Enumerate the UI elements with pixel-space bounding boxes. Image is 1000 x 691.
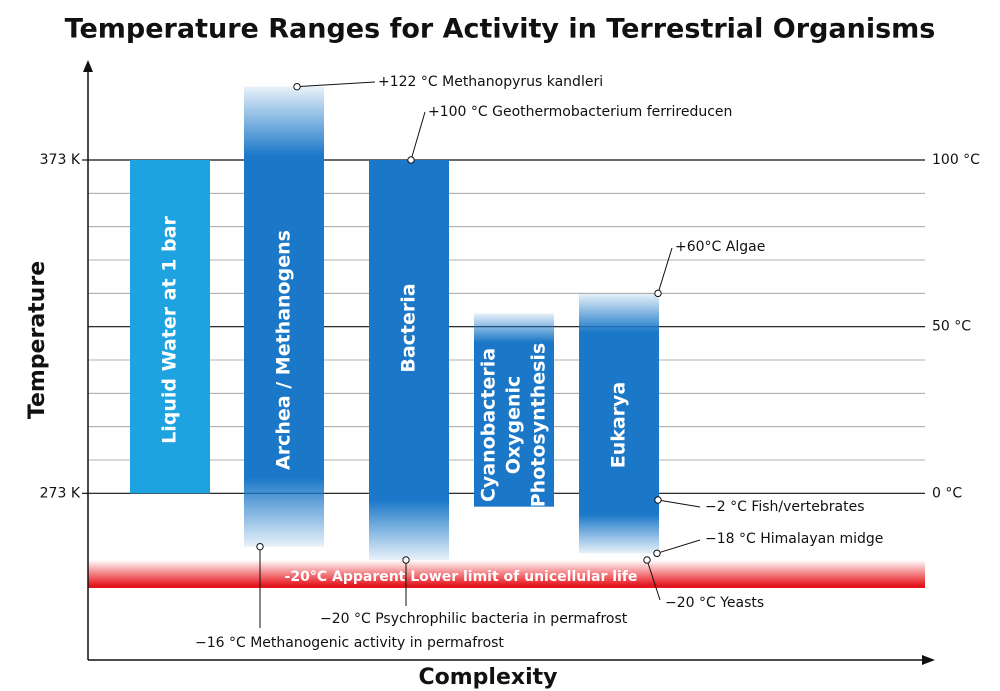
bar-label: Oxygenic	[503, 376, 525, 475]
y-axis-arrow	[83, 60, 93, 72]
bar-label: Liquid Water at 1 bar	[159, 216, 181, 444]
x-axis-arrow	[922, 655, 935, 665]
bar-label: Archea / Methanogens	[273, 230, 295, 470]
annotation: +60°C Algae	[675, 239, 765, 255]
annotation-dot	[407, 156, 415, 164]
leader-line	[410, 111, 426, 161]
annotation-dot	[654, 496, 662, 504]
annotation-dot	[402, 556, 410, 564]
bar-label: Photosynthesis	[528, 343, 550, 508]
bar-label: Bacteria	[398, 283, 420, 372]
annotation-dot	[654, 289, 662, 298]
range-bar	[369, 160, 449, 560]
annotation: −16 °C Methanogenic activity in permafro…	[195, 635, 504, 651]
y-tick-label: 0 °C	[932, 485, 962, 501]
annotation-dot	[653, 549, 661, 558]
x-axis-label: Complexity	[419, 665, 558, 690]
annotation: −2 °C Fish/vertebrates	[705, 499, 865, 515]
annotation: −18 °C Himalayan midge	[705, 531, 883, 547]
leader-line	[657, 499, 701, 508]
range-bar	[130, 160, 210, 494]
range-bar	[474, 313, 554, 507]
y-tick-label: 50 °C	[932, 319, 971, 335]
annotation: −20 °C Yeasts	[665, 595, 764, 611]
annotation: +122 °C Methanopyrus kandleri	[378, 74, 603, 90]
range-bar	[579, 293, 659, 554]
limit-label: -20°C Apparent Lower limit of unicellula…	[285, 569, 638, 585]
leader-line	[656, 539, 701, 554]
annotation-dot	[293, 82, 301, 91]
y-tick-label: 373 K	[40, 152, 81, 168]
y-axis-label: Temperature	[25, 261, 50, 419]
annotation-dot	[256, 542, 264, 551]
range-bar	[244, 86, 324, 547]
chart-title: Temperature Ranges for Activity in Terre…	[65, 14, 936, 45]
bar-label: Eukarya	[608, 382, 630, 469]
bar-label: Cyanobacteria	[478, 348, 500, 502]
leader-line	[296, 81, 376, 88]
annotation-dot	[643, 556, 651, 564]
annotation: +100 °C Geothermobacterium ferrireducen	[428, 104, 732, 120]
y-tick-label: 100 °C	[932, 152, 980, 168]
y-tick-label: 273 K	[40, 485, 81, 501]
annotation: −20 °C Psychrophilic bacteria in permafr…	[320, 611, 628, 627]
leader-line	[646, 559, 661, 601]
limit-band	[88, 560, 925, 587]
leader-line	[657, 247, 673, 294]
